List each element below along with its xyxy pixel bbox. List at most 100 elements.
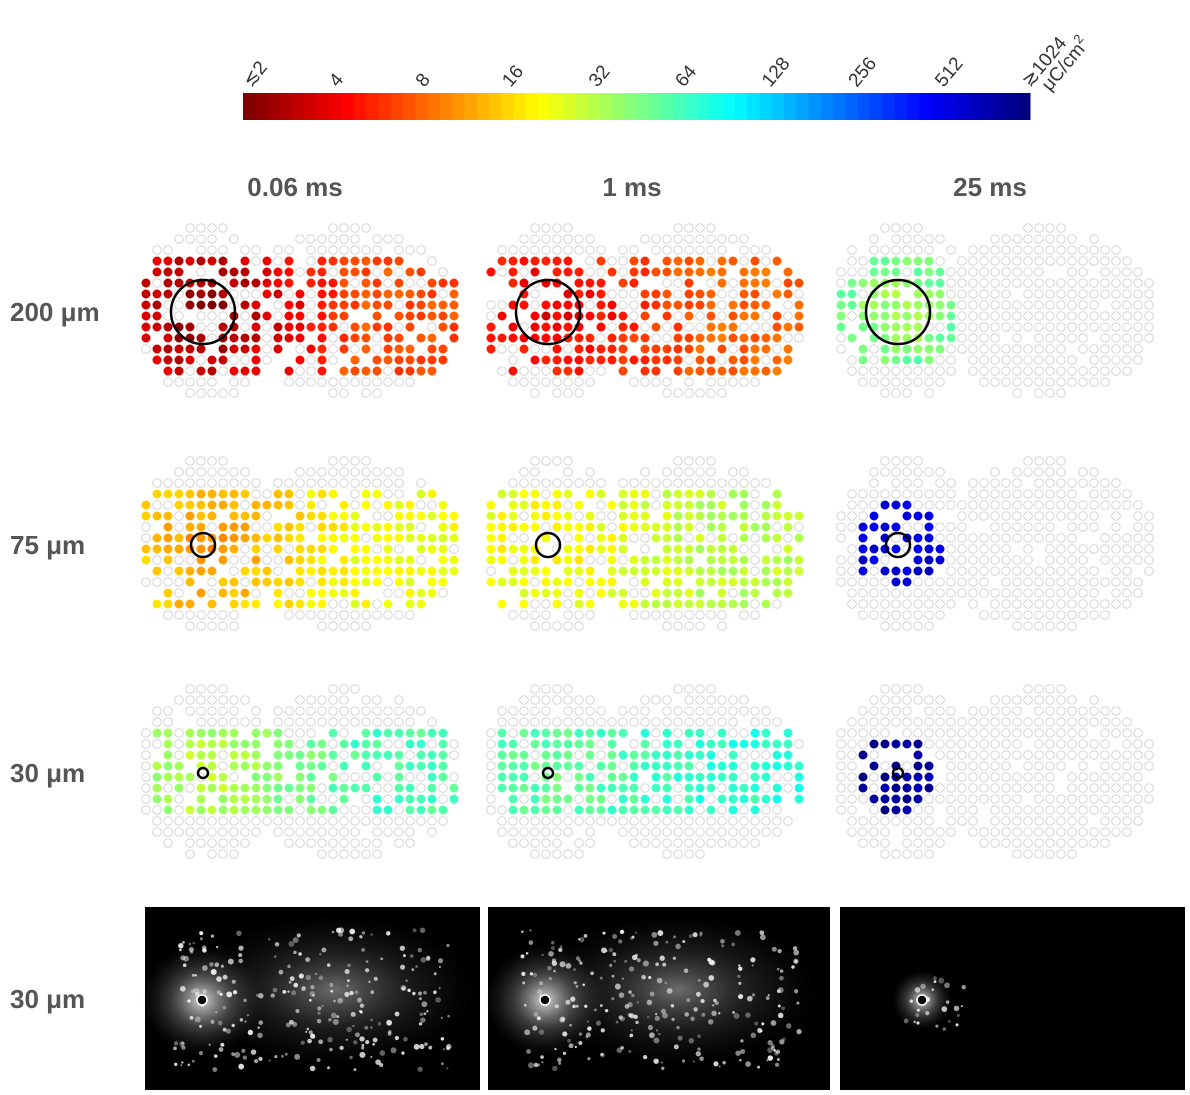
cell — [230, 479, 239, 488]
cell — [707, 235, 716, 244]
activated-cell — [762, 334, 771, 343]
cell-body — [655, 1013, 657, 1015]
cell — [1112, 795, 1121, 804]
cell — [936, 718, 945, 727]
activated-cell — [487, 334, 496, 343]
activated-cell — [641, 795, 650, 804]
activated-cell — [925, 556, 934, 565]
colorbar-swatch — [317, 93, 330, 120]
activated-cell — [619, 367, 628, 376]
activated-cell — [892, 312, 901, 321]
activated-cell — [186, 578, 195, 587]
activated-cell — [641, 729, 650, 738]
cell-body — [190, 951, 193, 954]
activated-cell — [263, 290, 272, 299]
cell — [980, 773, 989, 782]
cell — [329, 235, 338, 244]
cell-body — [424, 1042, 428, 1046]
cell — [1101, 773, 1110, 782]
cell — [1101, 806, 1110, 815]
activated-cell — [575, 523, 584, 532]
activated-cell — [685, 312, 694, 321]
activated-cell — [384, 290, 393, 299]
cell-body — [413, 928, 417, 932]
cell — [1002, 817, 1011, 826]
activated-cell — [652, 773, 661, 782]
activated-cell — [881, 257, 890, 266]
cell — [564, 345, 573, 354]
cell — [564, 611, 573, 620]
cell — [1024, 490, 1033, 499]
cell — [395, 589, 404, 598]
activated-cell — [373, 773, 382, 782]
cell — [340, 468, 349, 477]
activated-cell — [417, 534, 426, 543]
cell-body — [268, 938, 270, 940]
activated-cell — [586, 600, 595, 609]
cell-body — [693, 932, 698, 937]
cell — [564, 622, 573, 631]
cell — [674, 817, 683, 826]
cell — [553, 389, 562, 398]
cell-body — [327, 1066, 330, 1069]
activated-cell — [208, 501, 217, 510]
activated-cell — [903, 806, 912, 815]
cell-body — [628, 1013, 632, 1017]
cell — [1035, 468, 1044, 477]
cell — [1046, 762, 1055, 771]
activated-cell — [652, 534, 661, 543]
cell — [318, 817, 327, 826]
activated-cell — [219, 729, 228, 738]
cell-body — [361, 1046, 364, 1049]
cell — [674, 828, 683, 837]
activated-cell — [263, 795, 272, 804]
cell — [773, 718, 782, 727]
cell — [373, 345, 382, 354]
cell — [773, 806, 782, 815]
cell — [230, 817, 239, 826]
cell — [428, 323, 437, 332]
cell — [729, 468, 738, 477]
activated-cell — [384, 356, 393, 365]
activated-cell — [362, 740, 371, 749]
cell-body — [195, 974, 197, 976]
activated-cell — [663, 795, 672, 804]
activated-cell — [707, 312, 716, 321]
cell — [164, 567, 173, 576]
cell — [252, 718, 261, 727]
activated-cell — [914, 567, 923, 576]
cell — [1090, 545, 1099, 554]
activated-cell — [340, 279, 349, 288]
cell — [619, 762, 628, 771]
cell — [241, 356, 250, 365]
cell — [696, 479, 705, 488]
activated-cell — [208, 290, 217, 299]
cell-body — [202, 989, 207, 994]
cell — [586, 479, 595, 488]
activated-cell — [219, 523, 228, 532]
activated-cell — [674, 268, 683, 277]
cell — [740, 479, 749, 488]
cell — [1002, 323, 1011, 332]
cell — [1046, 817, 1055, 826]
activated-cell — [773, 751, 782, 760]
cell-body — [793, 946, 797, 950]
cell — [197, 622, 206, 631]
activated-cell — [208, 806, 217, 815]
cell — [1101, 479, 1110, 488]
cell — [1057, 301, 1066, 310]
cell — [991, 795, 1000, 804]
cell-body — [600, 1053, 603, 1056]
cell — [685, 696, 694, 705]
cell-body — [655, 962, 659, 966]
cell-body — [618, 939, 622, 943]
activated-cell — [575, 556, 584, 565]
cell — [296, 707, 305, 716]
activated-cell — [142, 279, 151, 288]
activated-cell — [553, 356, 562, 365]
activated-cell — [439, 578, 448, 587]
cell — [685, 685, 694, 694]
cell-body — [287, 965, 290, 968]
activated-cell — [307, 751, 316, 760]
cell — [619, 556, 628, 565]
